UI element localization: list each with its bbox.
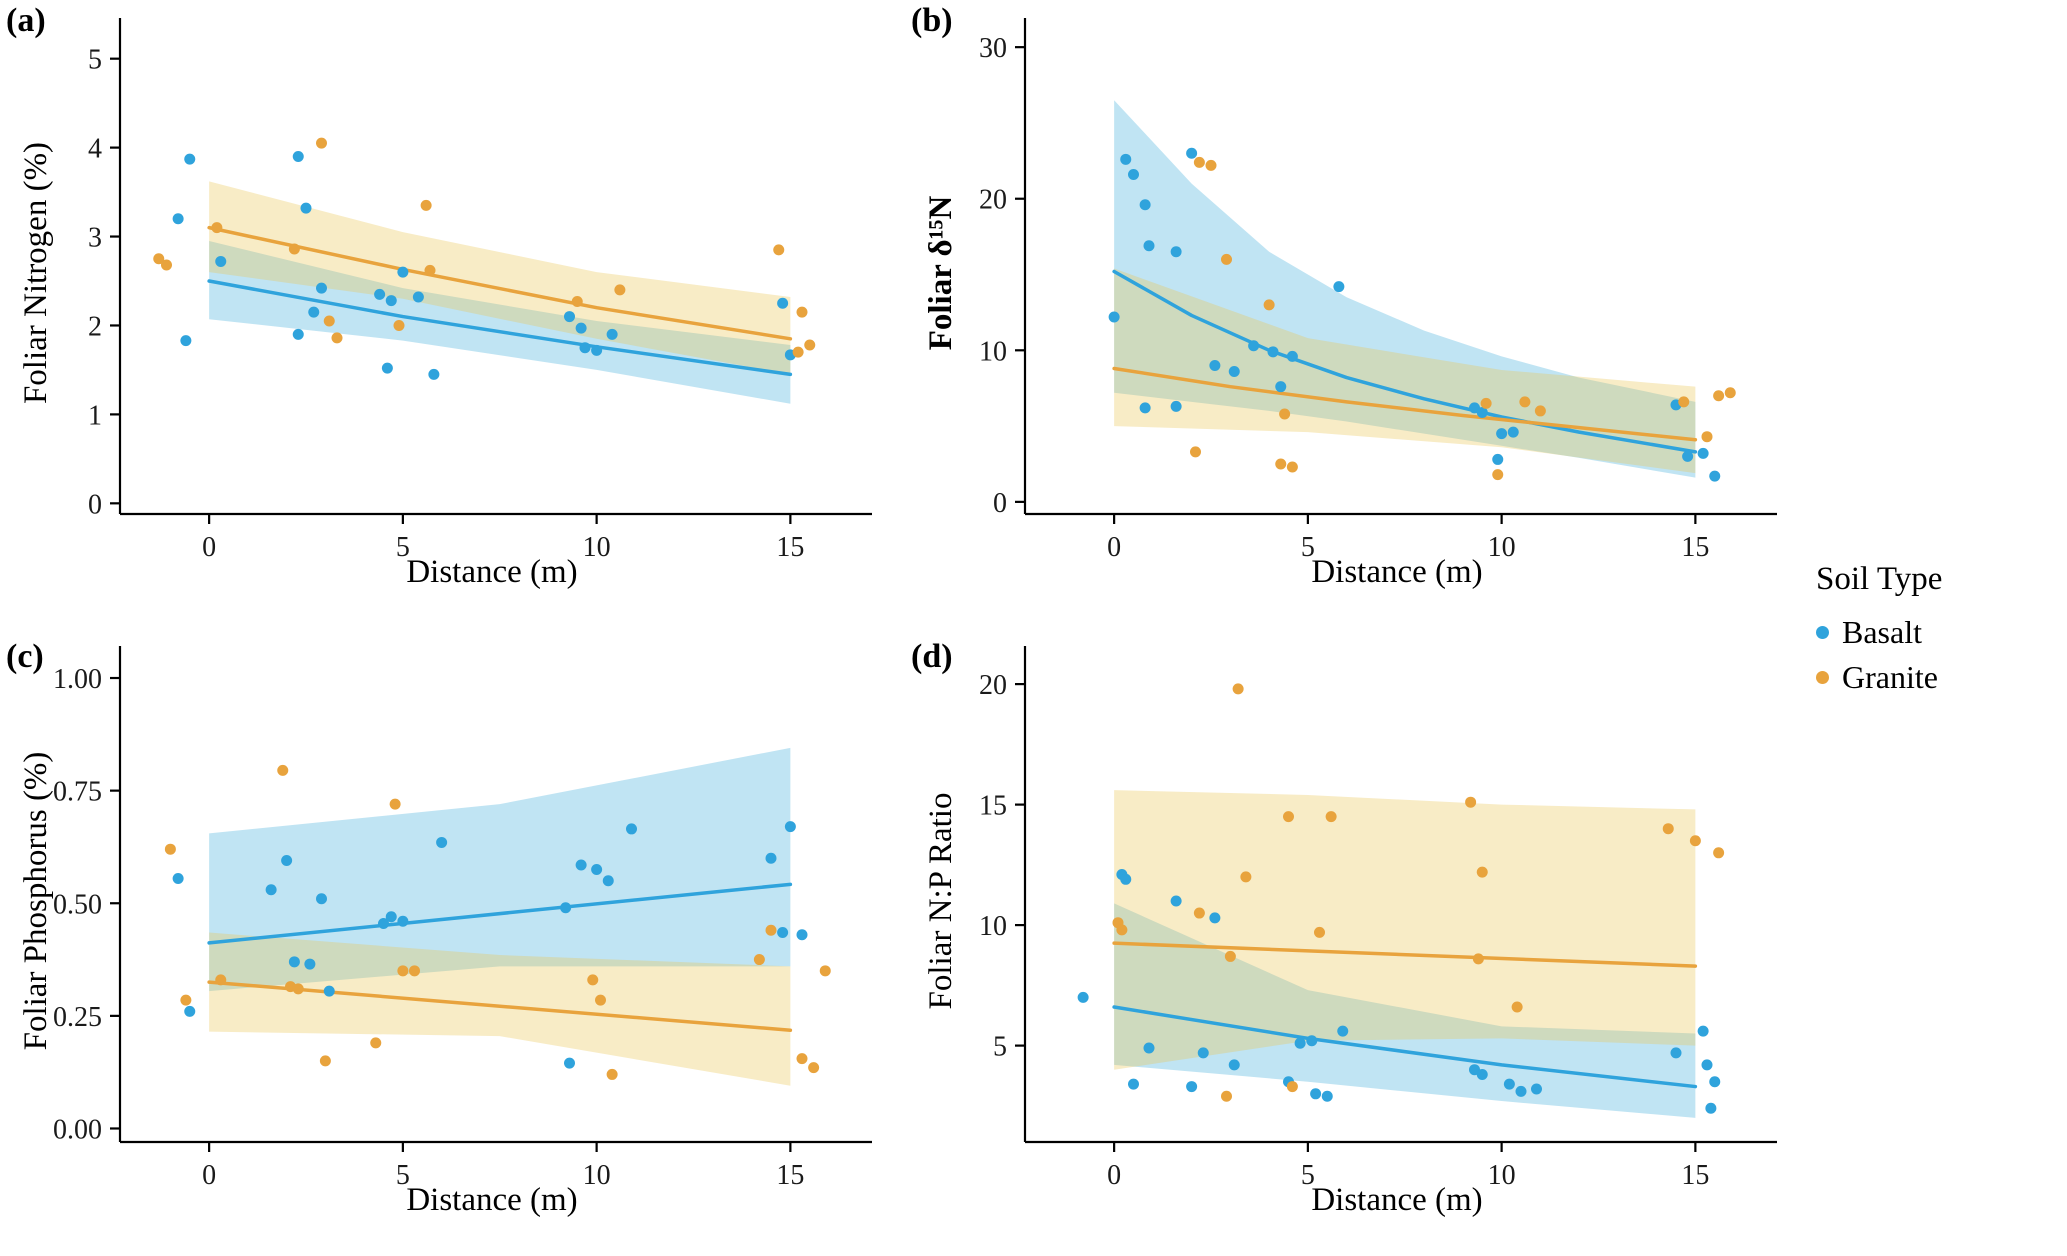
- svg-text:20: 20: [979, 185, 1007, 216]
- svg-text:1.00: 1.00: [53, 664, 102, 695]
- svg-text:10: 10: [1488, 1160, 1516, 1191]
- svg-text:Distance (m): Distance (m): [406, 554, 577, 590]
- svg-text:0.25: 0.25: [53, 1002, 102, 1033]
- svg-text:10: 10: [583, 1160, 611, 1191]
- svg-text:5: 5: [993, 1032, 1007, 1063]
- svg-text:5: 5: [396, 1160, 410, 1191]
- svg-text:4: 4: [88, 134, 102, 165]
- panel-d-label: (d): [911, 638, 953, 675]
- panel-a-label: (a): [6, 2, 46, 39]
- svg-text:2: 2: [88, 311, 102, 342]
- svg-text:1: 1: [88, 400, 102, 431]
- svg-text:0.00: 0.00: [53, 1114, 102, 1145]
- svg-text:0.75: 0.75: [53, 777, 102, 808]
- svg-text:3: 3: [88, 223, 102, 254]
- svg-text:Foliar Nitrogen (%): Foliar Nitrogen (%): [18, 142, 54, 404]
- svg-text:0: 0: [1107, 532, 1121, 563]
- svg-text:5: 5: [1301, 1160, 1315, 1191]
- svg-text:Foliar N:P Ratio: Foliar N:P Ratio: [923, 793, 959, 1010]
- svg-text:Distance (m): Distance (m): [406, 1182, 577, 1218]
- svg-text:0: 0: [202, 532, 216, 563]
- legend-item-basalt: Basalt: [1816, 614, 2067, 651]
- svg-text:15: 15: [1681, 1160, 1709, 1191]
- legend-title: Soil Type: [1816, 560, 1943, 597]
- basalt-dot-icon: [1816, 625, 1829, 639]
- svg-text:10: 10: [1488, 532, 1516, 563]
- svg-text:Distance (m): Distance (m): [1311, 554, 1482, 590]
- legend-item-granite: Granite: [1816, 659, 2067, 696]
- svg-text:30: 30: [979, 33, 1007, 64]
- panel-b-label: (b): [911, 2, 953, 39]
- svg-text:Foliar δ¹⁵N: Foliar δ¹⁵N: [923, 196, 959, 351]
- svg-text:15: 15: [776, 532, 804, 563]
- svg-text:0: 0: [1107, 1160, 1121, 1191]
- svg-text:20: 20: [979, 670, 1007, 701]
- panel-c: (c) 0 5 10 15 0.00 0.25 0.50 0.75 1.00 Distance (…: [0, 628, 905, 1256]
- svg-text:5: 5: [88, 45, 102, 76]
- svg-text:0: 0: [88, 489, 102, 520]
- granite-dot-icon: [1816, 670, 1829, 684]
- legend-item-basalt-label: Basalt: [1842, 613, 1922, 650]
- svg-text:0.50: 0.50: [53, 889, 102, 920]
- panel-b-chart: 0 5 10 15 0 10 20 30 Distance (m) Foliar δ¹⁵N: [923, 18, 1777, 590]
- svg-text:10: 10: [979, 911, 1007, 942]
- panel-d: (d) 0 5 10 15 5 10 15 20 Distance (m) Foliar N:P …: [905, 628, 1810, 1256]
- svg-text:15: 15: [979, 791, 1007, 822]
- svg-text:Foliar Phosphorus (%): Foliar Phosphorus (%): [18, 752, 54, 1051]
- legend: Soil Type Basalt Granite: [1810, 0, 2067, 1256]
- panel-d-chart: 0 5 10 15 5 10 15 20 Distance (m) Foliar N:P Rati…: [923, 646, 1777, 1218]
- legend-item-granite-label: Granite: [1842, 658, 1938, 695]
- svg-text:15: 15: [776, 1160, 804, 1191]
- svg-text:5: 5: [1301, 532, 1315, 563]
- panel-a: (a) 0 5 10 15 0 1 2 3 4 5 Distance (m) Foliar Nitro…: [0, 0, 905, 628]
- svg-text:0: 0: [202, 1160, 216, 1191]
- panel-c-label: (c): [6, 638, 44, 675]
- svg-text:10: 10: [979, 336, 1007, 367]
- panel-c-chart: 0 5 10 15 0.00 0.25 0.50 0.75 1.00 Distance (m) Fo…: [18, 646, 872, 1218]
- svg-text:10: 10: [583, 532, 611, 563]
- svg-text:15: 15: [1681, 532, 1709, 563]
- svg-text:5: 5: [396, 532, 410, 563]
- panel-b: (b) 0 5 10 15 0 10 20 30 Distance (m) Foliar δ¹⁵N: [905, 0, 1810, 628]
- svg-text:Distance (m): Distance (m): [1311, 1182, 1482, 1218]
- svg-text:0: 0: [993, 488, 1007, 519]
